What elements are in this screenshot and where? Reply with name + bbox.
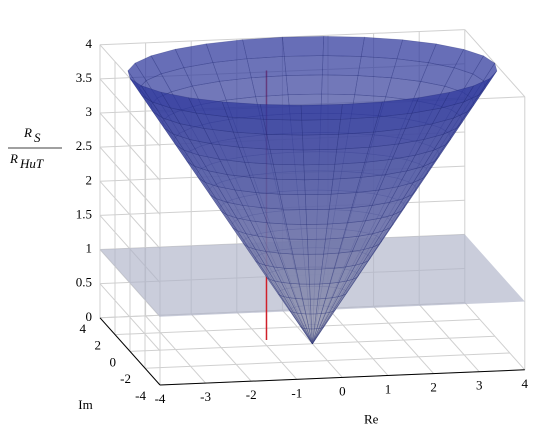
cone-facet — [336, 131, 374, 150]
z-label-num: R — [23, 125, 32, 140]
cone-facet — [246, 56, 287, 79]
cone-facet — [305, 208, 330, 225]
cone-facet — [308, 328, 313, 344]
cone-facet — [304, 178, 334, 196]
cone-facet — [308, 268, 323, 285]
cone-facet — [453, 49, 485, 75]
cone-facet — [263, 119, 303, 136]
cone-facet — [307, 238, 326, 255]
cone-facet — [462, 77, 491, 103]
cone-facet — [276, 178, 306, 196]
cone-facet — [301, 119, 341, 136]
cone-facet — [302, 134, 339, 151]
x-tick-label: 4 — [522, 376, 529, 391]
cone-facet — [411, 91, 451, 114]
left-grid-z — [99, 112, 161, 181]
cone-facet — [242, 36, 285, 60]
z-tick-label: 3 — [86, 104, 93, 119]
y-axis-line — [99, 317, 161, 386]
cone-facet — [303, 163, 336, 181]
left-grid-z — [99, 180, 161, 249]
cone-facet — [300, 326, 313, 344]
cone-facet — [259, 104, 303, 121]
cone-facet — [340, 101, 383, 120]
x-tick-label: 1 — [385, 381, 392, 396]
cone-facet — [272, 163, 305, 181]
cone-facet — [289, 238, 309, 255]
x-axis-line — [159, 369, 525, 386]
cone-facet — [283, 55, 324, 76]
floor-grid-y — [144, 352, 510, 369]
y-tick-label: 4 — [80, 321, 87, 336]
cone-facet — [232, 131, 271, 150]
cone-facet — [322, 55, 362, 76]
floor-grid-y — [114, 318, 480, 336]
x-tick-label: -3 — [200, 389, 211, 404]
cone-facet — [221, 101, 264, 120]
cone-facet — [332, 162, 366, 180]
cone-facet — [306, 223, 328, 240]
y-tick-label: 0 — [110, 354, 117, 369]
y-axis-label: Im — [78, 397, 92, 412]
cone-facet — [377, 97, 420, 118]
y-tick-label: -4 — [135, 388, 146, 403]
cone-facet — [328, 192, 357, 210]
left-grid-z — [99, 283, 161, 352]
z-tick-label: 2.5 — [76, 138, 92, 153]
cone-facet — [205, 39, 248, 63]
z-tick-label: 1 — [86, 241, 93, 256]
z-tick-label: 0 — [86, 309, 93, 324]
z-tick-label: 0.5 — [76, 275, 92, 290]
cone-facet — [304, 193, 332, 210]
z-axis-label: R S R HuT — [8, 125, 62, 171]
cone-facet — [330, 177, 361, 195]
cone-facet — [360, 36, 404, 60]
cone-facet — [269, 148, 305, 166]
cone-facet — [238, 146, 274, 165]
cone-facet — [321, 74, 359, 96]
left-grid-z — [99, 146, 161, 215]
cone-facet — [266, 133, 304, 151]
cone-facet — [322, 36, 365, 57]
cone-facet — [357, 56, 398, 79]
cone-facet — [285, 74, 323, 95]
x-tick-label: 3 — [476, 378, 483, 393]
z-tick-label: 3.5 — [76, 70, 92, 85]
x-axis-label: Re — [364, 411, 379, 426]
cone-facet — [227, 116, 268, 135]
cone-facet — [354, 75, 392, 98]
cone-facet — [307, 253, 324, 270]
x-tick-label: -2 — [246, 387, 257, 402]
z-label-den-sub: HuT — [19, 156, 44, 171]
y-tick-label: -2 — [120, 371, 131, 386]
cone-facet — [300, 104, 343, 121]
x-tick-label: -4 — [155, 391, 166, 406]
cone-facet — [282, 208, 308, 225]
z-tick-label: 4 — [86, 36, 93, 51]
cone-facet — [285, 223, 308, 240]
x-tick-label: -1 — [291, 385, 302, 400]
left-grid-z — [99, 78, 161, 147]
y-tick-label: 2 — [95, 338, 102, 353]
z-label-den: R — [9, 151, 18, 166]
cone-facet — [279, 193, 307, 210]
cone-facet — [302, 148, 338, 166]
z-label-num-sub: S — [34, 130, 41, 145]
cone-facet — [250, 75, 289, 98]
x-tick-label: 2 — [430, 380, 437, 395]
z-tick-label: 1.5 — [76, 206, 92, 221]
cone-facet — [338, 116, 379, 135]
x-tick-label: 0 — [339, 383, 346, 398]
cone-facet — [334, 146, 370, 165]
cone-facet — [282, 36, 325, 57]
z-tick-label: 2 — [86, 172, 93, 187]
